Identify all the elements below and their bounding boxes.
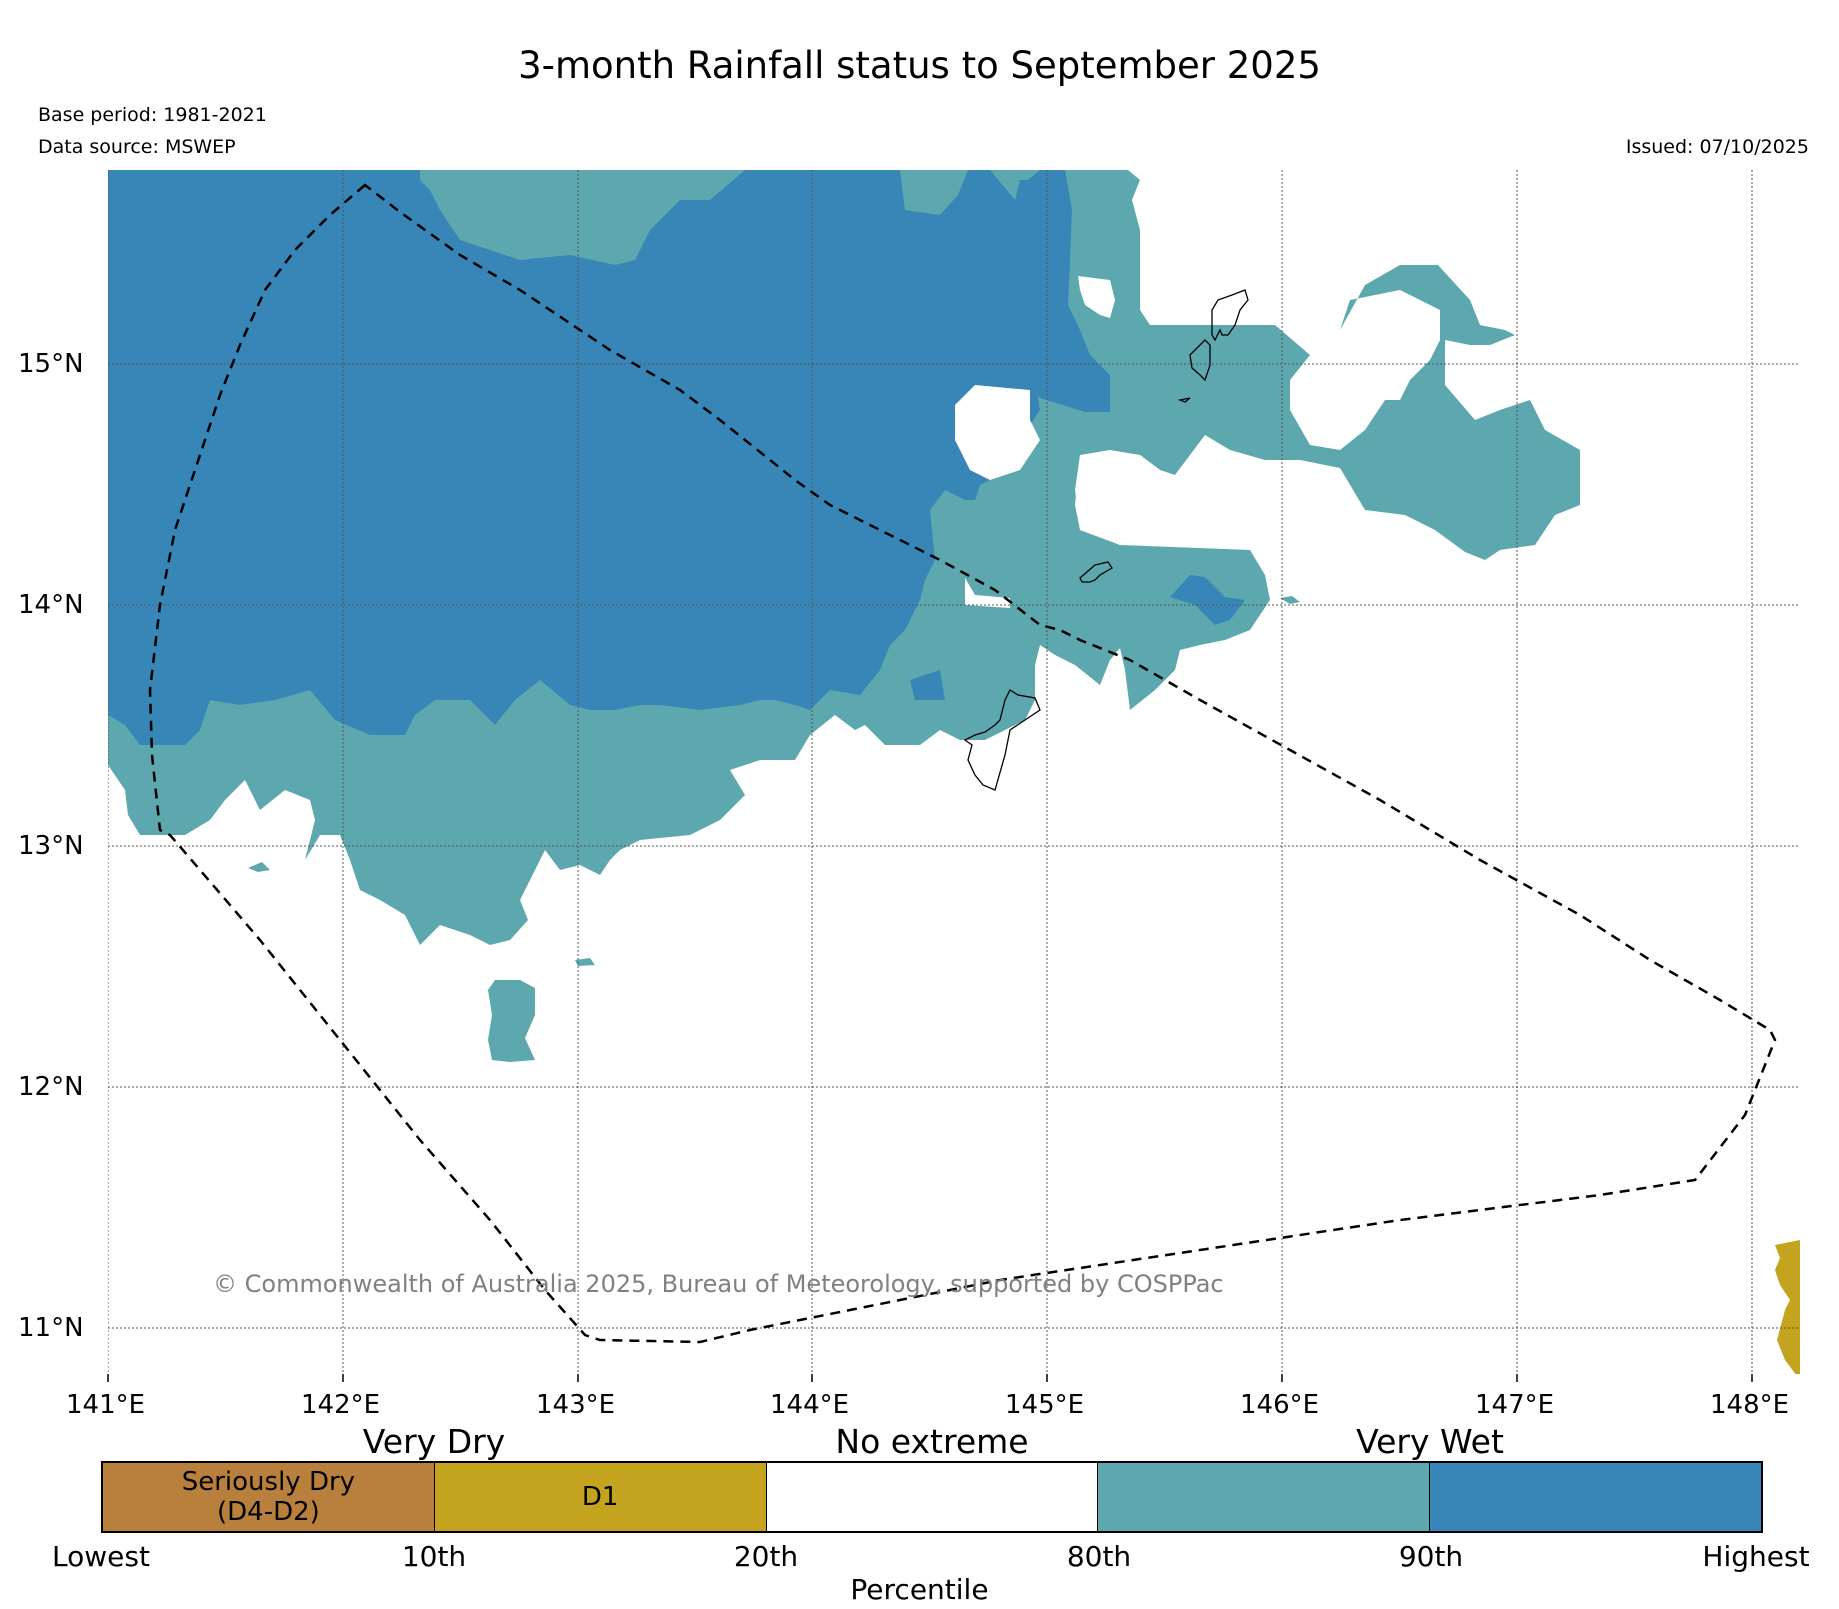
legend-swatch-90th — [1430, 1463, 1761, 1531]
map-title: 3-month Rainfall status to September 202… — [518, 44, 1321, 87]
gridlines — [108, 170, 1800, 1374]
very-wet-90th-region — [108, 170, 1110, 745]
lat-label-14n: 14°N — [18, 590, 84, 620]
lon-label-144e: 144°E — [770, 1390, 850, 1420]
legend-swatch-no-extreme — [766, 1463, 1099, 1531]
very-wet-patch — [910, 670, 945, 700]
wet-80th-cell — [488, 980, 535, 1062]
island-outline — [1189, 339, 1211, 382]
legend-tick-20th: 20th — [733, 1540, 799, 1573]
island-outline — [1177, 397, 1191, 403]
lon-label-143e: 143°E — [536, 1390, 616, 1420]
island-outline — [1079, 561, 1113, 583]
issued-date: Issued: 07/10/2025 — [1625, 136, 1809, 158]
no-extreme-patch — [955, 385, 1040, 480]
no-extreme-patch — [965, 578, 1010, 608]
lat-label-15n: 15°N — [18, 349, 84, 379]
legend-category-very-wet: Very Wet — [1356, 1422, 1504, 1461]
lon-label-145e: 145°E — [1005, 1390, 1085, 1420]
legend-category-very-dry: Very Dry — [362, 1422, 506, 1461]
very-wet-patch — [1170, 575, 1245, 625]
legend-category-no-extreme: No extreme — [835, 1422, 1029, 1461]
lon-label-147e: 147°E — [1475, 1390, 1555, 1420]
legend-swatch-label: D1 — [581, 1482, 619, 1512]
d1-dry-patch — [1775, 1240, 1800, 1374]
base-period-note: Base period: 1981-2021 — [38, 104, 267, 126]
lat-label-12n: 12°N — [18, 1072, 84, 1102]
lat-label-11n: 11°N — [18, 1313, 84, 1343]
no-extreme-patch — [1075, 450, 1170, 530]
data-source-note: Data source: MSWEP — [38, 136, 236, 158]
legend-tick-80th: 80th — [1066, 1540, 1132, 1573]
wet-80th-cell — [575, 958, 595, 966]
legend-tick-90th: 90th — [1398, 1540, 1464, 1573]
legend-swatch-label: Seriously Dry (D4-D2) — [181, 1467, 356, 1527]
lat-label-13n: 13°N — [18, 831, 84, 861]
legend-swatch-seriously-dry: Seriously Dry (D4-D2) — [103, 1463, 435, 1531]
legend-tick-lowest: Lowest — [52, 1540, 150, 1573]
axis-ticks — [107, 1374, 1753, 1382]
legend-swatch-80th — [1098, 1463, 1431, 1531]
eez-boundary — [148, 183, 1777, 1344]
island-outline — [963, 689, 1041, 791]
legend-colorbar: Seriously Dry (D4-D2) D1 — [101, 1461, 1763, 1533]
legend-tick-highest: Highest — [1702, 1540, 1810, 1573]
lon-label-142e: 142°E — [301, 1390, 381, 1420]
lon-label-148e: 148°E — [1710, 1390, 1790, 1420]
legend-axis-title: Percentile — [850, 1573, 989, 1606]
lon-label-146e: 146°E — [1240, 1390, 1320, 1420]
legend-tick-10th: 10th — [401, 1540, 467, 1573]
copyright-notice: © Commonwealth of Australia 2025, Bureau… — [213, 1270, 1224, 1298]
lon-label-141e: 141°E — [66, 1390, 146, 1420]
wet-80th-cell — [248, 862, 270, 872]
no-extreme-patch — [1078, 276, 1115, 318]
legend-swatch-d1: D1 — [434, 1463, 767, 1531]
island-outline — [1211, 289, 1249, 342]
wet-80th-cell — [1280, 596, 1300, 604]
